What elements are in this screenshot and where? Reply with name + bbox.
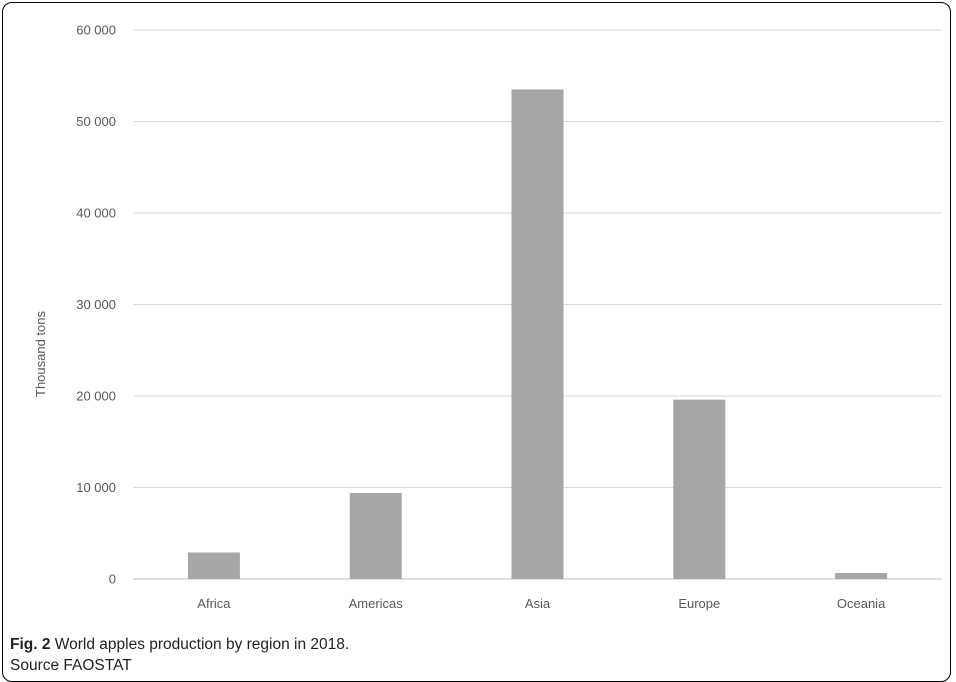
y-tick-label: 10 000 — [76, 480, 116, 495]
caption-text: World apples production by region in 201… — [50, 636, 350, 653]
y-axis-ticks: 0 10 000 20 000 30 000 40 000 50 000 60 000 — [76, 23, 116, 587]
figure-caption: Fig. 2 World apples production by region… — [10, 634, 349, 676]
x-tick-label-africa: Africa — [197, 596, 231, 611]
bar-asia — [511, 89, 564, 579]
x-tick-label-europe: Europe — [678, 596, 720, 611]
x-tick-label-americas: Americas — [349, 596, 404, 611]
y-tick-label: 20 000 — [76, 389, 116, 404]
y-tick-label: 30 000 — [76, 297, 116, 312]
y-tick-label: 50 000 — [76, 114, 116, 129]
bar-europe — [673, 399, 726, 579]
bar-chart: 0 10 000 20 000 30 000 40 000 50 000 60 000 Af… — [33, 23, 942, 611]
y-tick-label: 60 000 — [76, 23, 116, 38]
bar-africa — [187, 552, 240, 579]
gridlines — [133, 29, 942, 580]
bars — [187, 89, 888, 579]
y-tick-label: 40 000 — [76, 206, 116, 221]
y-tick-label: 0 — [109, 572, 116, 587]
caption-label: Fig. 2 — [10, 636, 51, 653]
caption-line: Fig. 2 World apples production by region… — [10, 634, 349, 655]
caption-source: Source FAOSTAT — [10, 657, 132, 674]
bar-americas — [349, 492, 402, 579]
x-axis-ticks: Africa Americas Asia Europe Oceania — [197, 596, 886, 611]
y-axis-title: Thousand tons — [33, 311, 48, 398]
bar-oceania — [835, 573, 888, 579]
x-tick-label-oceania: Oceania — [837, 596, 886, 611]
x-tick-label-asia: Asia — [525, 596, 551, 611]
